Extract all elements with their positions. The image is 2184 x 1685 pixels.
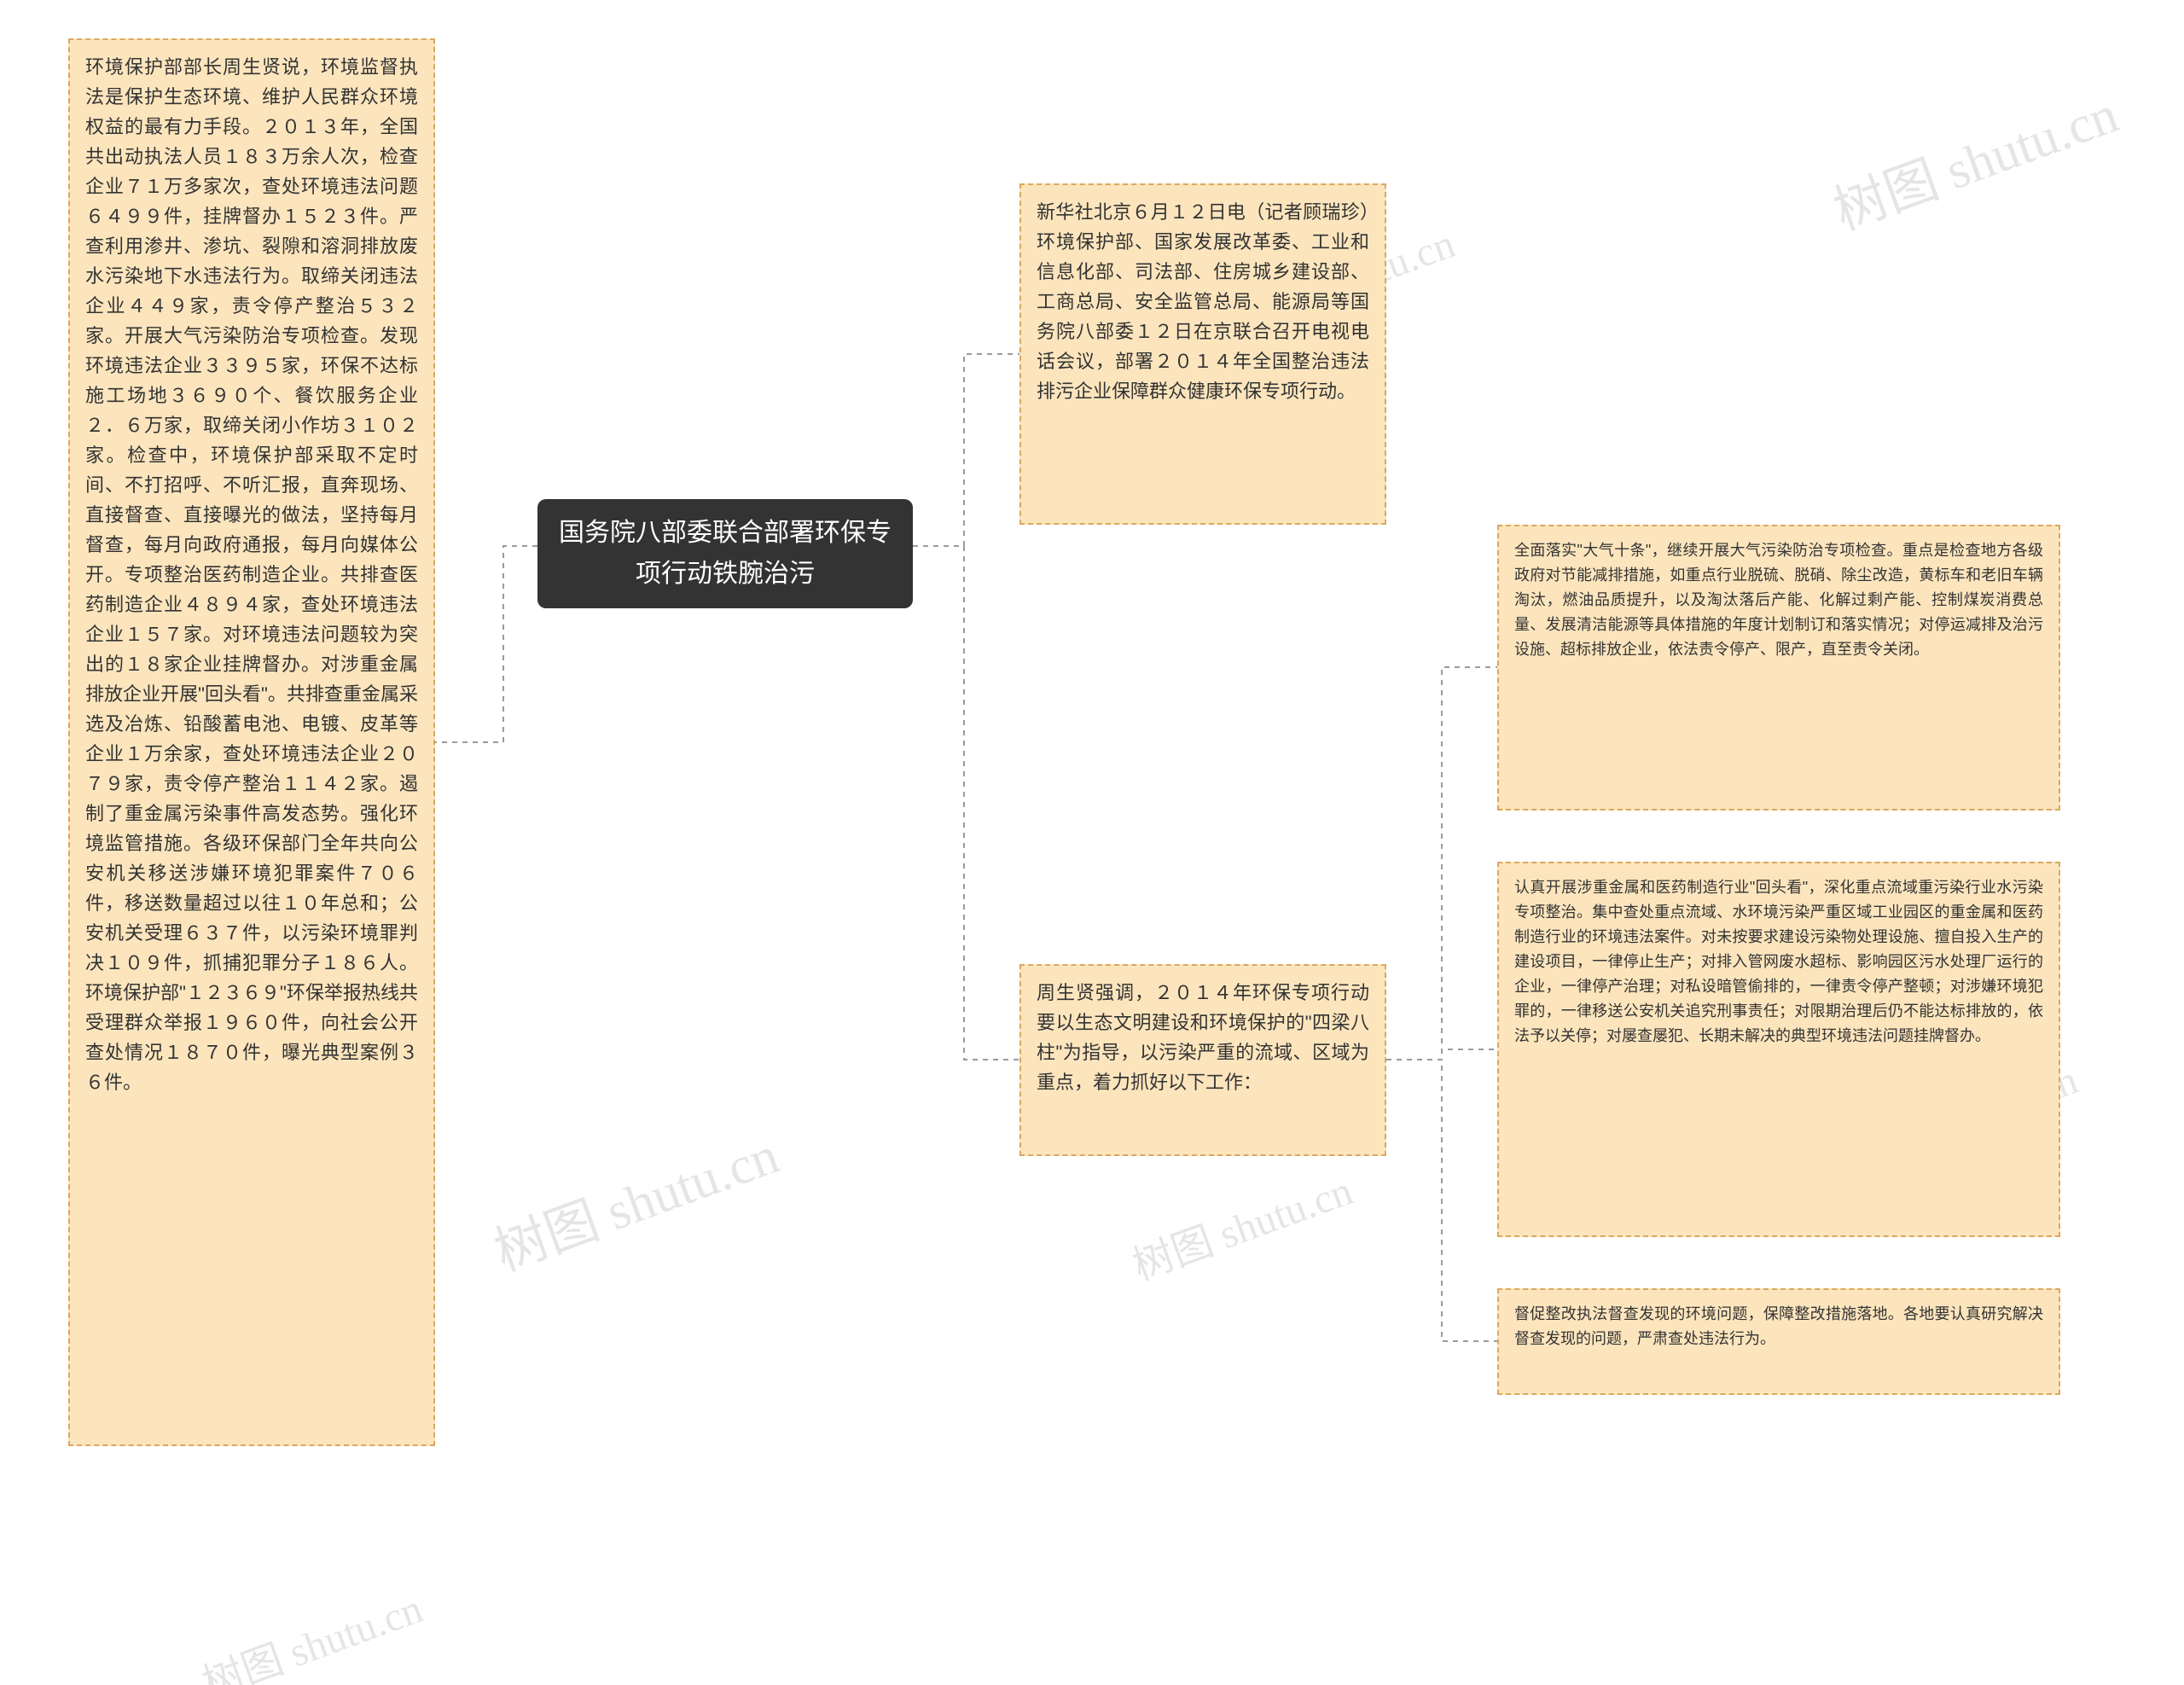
subtask-node-1[interactable]: 全面落实"大气十条"，继续开展大气污染防治专项检查。重点是检查地方各级政府对节能… xyxy=(1497,525,2060,811)
subtask-node-2-text: 认真开展涉重金属和医药制造行业"回头看"，深化重点流域重污染行业水污染专项整治。… xyxy=(1514,879,2043,1044)
connector-line xyxy=(1386,667,1497,1060)
mindmap-canvas: 树图 shutu.cn 树图 shutu.cn 树图 shutu.cn 树图 shut… xyxy=(0,0,2184,1685)
center-topic-node[interactable]: 国务院八部委联合部署环保专项行动铁腕治污 xyxy=(537,499,913,608)
connector-line xyxy=(1386,1060,1497,1341)
branch-node-tasks-intro[interactable]: 周生贤强调，２０１４年环保专项行动要以生态文明建设和环境保护的"四梁八柱"为指导… xyxy=(1019,964,1386,1156)
subtask-node-2[interactable]: 认真开展涉重金属和医药制造行业"回头看"，深化重点流域重污染行业水污染专项整治。… xyxy=(1497,862,2060,1237)
watermark-text: 树图 shutu.cn xyxy=(193,1575,429,1685)
center-topic-text: 国务院八部委联合部署环保专项行动铁腕治污 xyxy=(555,513,896,595)
watermark-text: 树图 shutu.cn xyxy=(1123,1157,1359,1292)
watermark-text: 树图 shutu.cn xyxy=(1821,71,2127,245)
connector-line xyxy=(913,354,1019,546)
branch-node-news-lead-text: 新华社北京６月１２日电（记者顾瑞珍）环境保护部、国家发展改革委、工业和信息化部、… xyxy=(1037,201,1369,402)
branch-node-news-lead[interactable]: 新华社北京６月１２日电（记者顾瑞珍）环境保护部、国家发展改革委、工业和信息化部、… xyxy=(1019,183,1386,525)
watermark-text: 树图 shutu.cn xyxy=(482,1112,787,1286)
subtask-node-1-text: 全面落实"大气十条"，继续开展大气污染防治专项检查。重点是检查地方各级政府对节能… xyxy=(1514,542,2043,658)
connector-line xyxy=(1386,1049,1497,1060)
branch-node-left-summary[interactable]: 环境保护部部长周生贤说，环境监督执法是保护生态环境、维护人民群众环境权益的最有力… xyxy=(68,38,435,1446)
branch-node-left-text: 环境保护部部长周生贤说，环境监督执法是保护生态环境、维护人民群众环境权益的最有力… xyxy=(85,56,418,1093)
connector-line xyxy=(435,546,537,742)
subtask-node-3[interactable]: 督促整改执法督查发现的环境问题，保障整改措施落地。各地要认真研究解决督查发现的问… xyxy=(1497,1288,2060,1395)
branch-node-tasks-intro-text: 周生贤强调，２０１４年环保专项行动要以生态文明建设和环境保护的"四梁八柱"为指导… xyxy=(1037,982,1369,1093)
subtask-node-3-text: 督促整改执法督查发现的环境问题，保障整改措施落地。各地要认真研究解决督查发现的问… xyxy=(1514,1305,2043,1347)
connector-line xyxy=(913,546,1019,1060)
